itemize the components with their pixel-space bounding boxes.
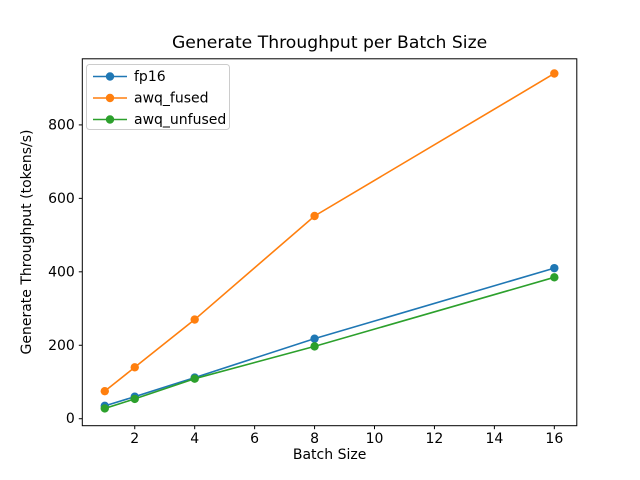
series-marker-awq_fused (550, 69, 559, 78)
series-line-awq_unfused (104, 276, 555, 410)
y-tick-label: 400 (48, 264, 75, 280)
series-marker-awq_unfused (130, 394, 139, 404)
series-marker-awq_unfused (190, 374, 199, 383)
y-tick-label: 600 (48, 191, 75, 207)
series-marker-fp16 (310, 334, 319, 343)
legend-entry-awq_unfused: awq_unfused (93, 112, 226, 128)
legend-marker-icon (105, 93, 115, 103)
x-tick-label: 2 (130, 431, 139, 447)
x-tick-label: 12 (426, 431, 444, 447)
x-axis-ticks: 2 4 6 8 10 12 14 16 (130, 425, 563, 447)
series-marker-awq_fused (190, 315, 199, 324)
legend-box (86, 64, 230, 130)
series-layer (100, 69, 559, 413)
series-marker-awq_fused (100, 386, 109, 396)
legend-entry-fp16: fp16 (93, 69, 166, 85)
y-axis-label: Generate Throughput (tokens/s) (19, 130, 35, 355)
legend-marker-icon (105, 115, 115, 124)
y-tick-label: 200 (48, 338, 75, 354)
legend-entry-awq_fused: awq_fused (93, 91, 209, 107)
x-tick-label: 16 (545, 431, 563, 447)
x-tick-label: 10 (366, 431, 384, 447)
series-marker-awq_fused (310, 211, 319, 221)
x-tick-label: 8 (310, 431, 319, 447)
legend-marker-icon (105, 72, 115, 81)
series-marker-awq_unfused (310, 342, 319, 351)
legend: fp16 awq_fused awq_unfused (86, 64, 230, 130)
y-tick-label: 0 (66, 411, 75, 427)
x-tick-label: 14 (485, 431, 503, 447)
x-axis-label: Batch Size (293, 447, 366, 463)
y-axis-ticks: 0 200 400 600 800 (48, 117, 83, 427)
chart-title: Generate Throughput per Batch Size (172, 33, 487, 53)
plot-area (81, 58, 578, 427)
legend-label: awq_fused (134, 91, 209, 107)
series-marker-awq_unfused (550, 273, 559, 282)
series-marker-awq_unfused (100, 404, 109, 413)
legend-label: fp16 (134, 69, 166, 85)
y-tick-label: 800 (48, 117, 75, 133)
series-marker-awq_fused (130, 363, 139, 372)
series-marker-fp16 (550, 263, 559, 273)
x-tick-label: 4 (190, 431, 199, 447)
legend-label: awq_unfused (134, 112, 226, 128)
x-tick-label: 6 (250, 431, 259, 447)
